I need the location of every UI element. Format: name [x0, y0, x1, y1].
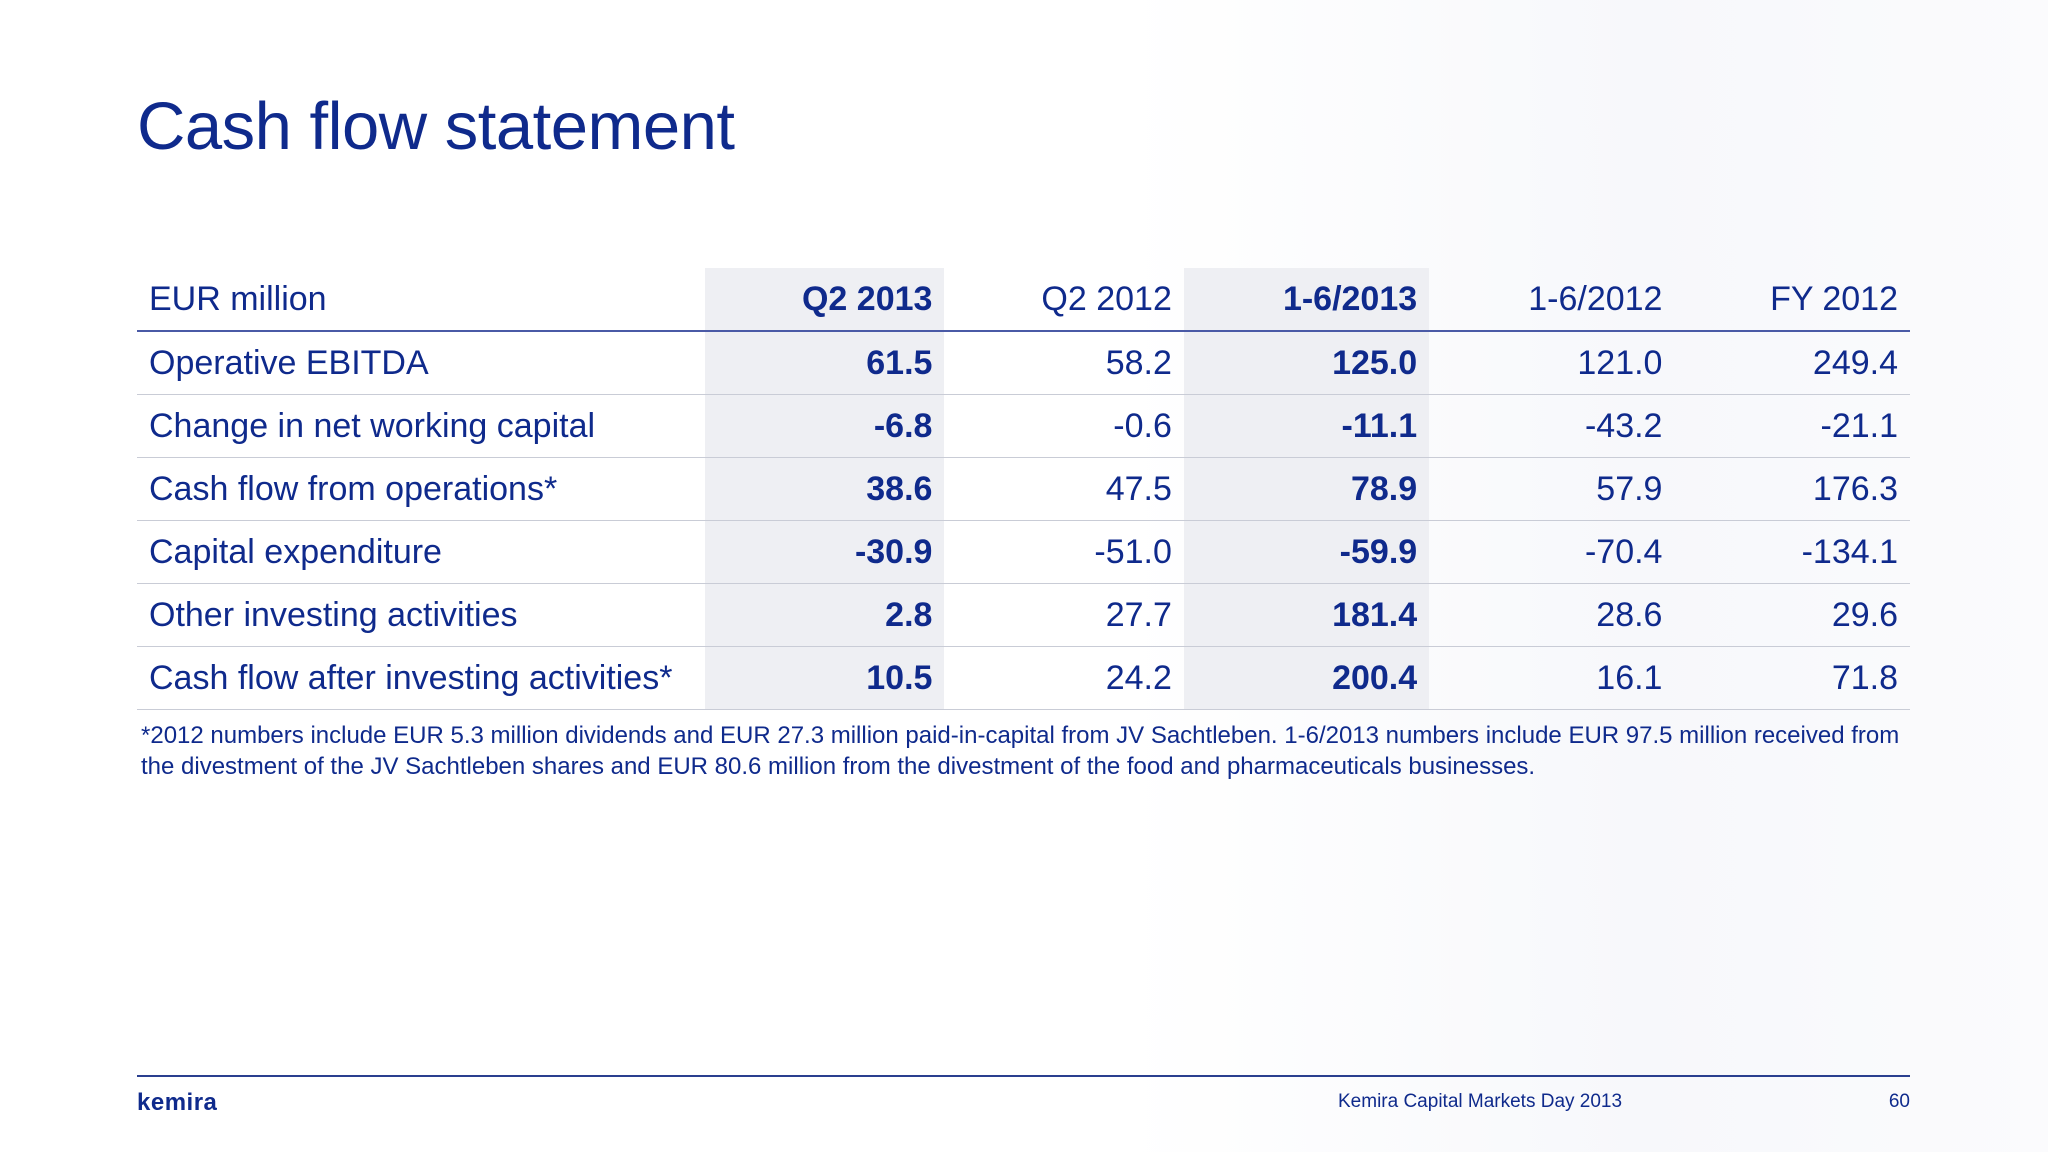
- cell-value: 61.5: [705, 331, 945, 395]
- cell-value: 29.6: [1674, 583, 1910, 647]
- cell-value: -70.4: [1429, 520, 1675, 584]
- table-row: Capital expenditure -30.9 -51.0 -59.9 -7…: [137, 520, 1910, 584]
- cell-value: -30.9: [705, 520, 945, 584]
- cell-value: 78.9: [1183, 457, 1430, 521]
- cell-value: 176.3: [1674, 457, 1910, 521]
- cell-value: -51.0: [944, 520, 1184, 584]
- cell-value: -21.1: [1674, 394, 1910, 458]
- cell-value: 38.6: [705, 457, 945, 521]
- cell-value: 181.4: [1183, 583, 1430, 647]
- page-title: Cash flow statement: [137, 89, 735, 164]
- table-row: Cash flow from operations* 38.6 47.5 78.…: [137, 457, 1910, 521]
- cell-value: 16.1: [1429, 646, 1675, 710]
- cell-value: -0.6: [944, 394, 1184, 458]
- cell-value: 57.9: [1429, 457, 1675, 521]
- table-row: Other investing activities 2.8 27.7 181.…: [137, 583, 1910, 647]
- cash-flow-table-wrap: EUR million Q2 2013 Q2 2012 1-6/2013 1-6…: [137, 268, 1910, 710]
- cell-value: -11.1: [1183, 394, 1430, 458]
- row-label: Operative EBITDA: [137, 331, 705, 395]
- table-row: Cash flow after investing activities* 10…: [137, 646, 1910, 710]
- header-1-6-2013: 1-6/2013: [1183, 268, 1430, 332]
- footnote: *2012 numbers include EUR 5.3 million di…: [141, 722, 1900, 780]
- footer-divider: [137, 1075, 1910, 1077]
- row-label: Change in net working capital: [137, 394, 705, 458]
- cell-value: -134.1: [1674, 520, 1910, 584]
- cell-value: 47.5: [944, 457, 1184, 521]
- row-label: Cash flow from operations*: [137, 457, 705, 521]
- cell-value: 249.4: [1674, 331, 1910, 395]
- header-1-6-2012: 1-6/2012: [1429, 268, 1675, 332]
- cell-value: 71.8: [1674, 646, 1910, 710]
- page-number: 60: [1888, 1091, 1910, 1112]
- cell-value: 28.6: [1429, 583, 1675, 647]
- cell-value: -6.8: [705, 394, 945, 458]
- cell-value: 125.0: [1183, 331, 1430, 395]
- cell-value: 10.5: [705, 646, 945, 710]
- row-label: Cash flow after investing activities*: [137, 646, 705, 710]
- cell-value: 121.0: [1429, 331, 1675, 395]
- header-unit: EUR million: [137, 268, 705, 332]
- kemira-logo: kemira: [137, 1089, 218, 1116]
- cash-flow-table: EUR million Q2 2013 Q2 2012 1-6/2013 1-6…: [137, 268, 1910, 710]
- cell-value: 27.7: [944, 583, 1184, 647]
- cell-value: 2.8: [705, 583, 945, 647]
- row-label: Capital expenditure: [137, 520, 705, 584]
- cell-value: 24.2: [944, 646, 1184, 710]
- table-row: Operative EBITDA 61.5 58.2 125.0 121.0 2…: [137, 331, 1910, 395]
- row-label: Other investing activities: [137, 583, 705, 647]
- header-q2-2012: Q2 2012: [944, 268, 1184, 332]
- cell-value: 200.4: [1183, 646, 1430, 710]
- table-row: Change in net working capital -6.8 -0.6 …: [137, 394, 1910, 458]
- cell-value: 58.2: [944, 331, 1184, 395]
- table-header-row: EUR million Q2 2013 Q2 2012 1-6/2013 1-6…: [137, 268, 1910, 332]
- footer-event-label: Kemira Capital Markets Day 2013: [1338, 1091, 1623, 1112]
- cell-value: -43.2: [1429, 394, 1675, 458]
- cell-value: -59.9: [1183, 520, 1430, 584]
- header-fy-2012: FY 2012: [1674, 268, 1910, 332]
- header-q2-2013: Q2 2013: [705, 268, 945, 332]
